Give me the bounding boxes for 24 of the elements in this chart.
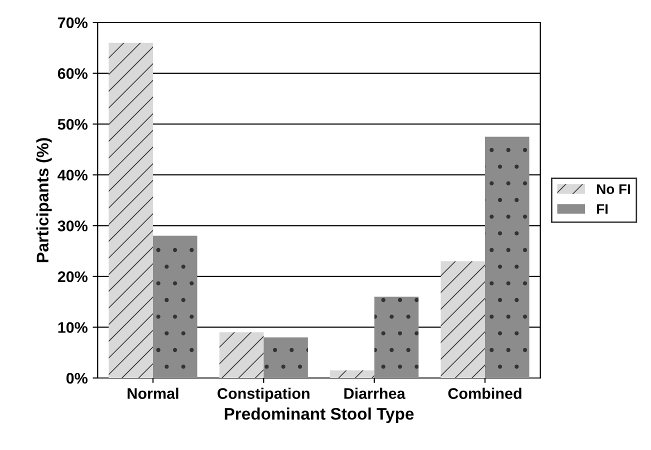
bar (264, 337, 308, 378)
bar (330, 370, 374, 378)
y-tick-label: 70% (58, 17, 88, 28)
bar (152, 236, 198, 378)
x-tick-label: Diarrhea (344, 388, 406, 399)
x-tick-label: Normal (128, 388, 178, 399)
legend-label: FI (597, 204, 608, 214)
y-tick-label: 30% (58, 220, 88, 232)
y-tick-label: 10% (58, 322, 88, 333)
y-axis-title: Participants (%) (36, 138, 52, 262)
y-tick-label: 0% (66, 372, 88, 384)
legend-label: No FI (597, 184, 630, 194)
x-axis-title: Predominant Stool Type (224, 408, 414, 424)
bar (108, 42, 153, 378)
x-tick-label: Constipation (218, 388, 310, 402)
y-tick-label: 50% (58, 118, 88, 130)
x-tick-label: Combined (448, 388, 522, 399)
bar (219, 332, 264, 378)
bar (374, 296, 419, 378)
y-tick-label: 60% (58, 68, 88, 79)
bar (440, 261, 485, 378)
bar (484, 136, 530, 378)
y-tick-label: 40% (58, 170, 88, 181)
y-tick-label: 20% (58, 271, 88, 282)
